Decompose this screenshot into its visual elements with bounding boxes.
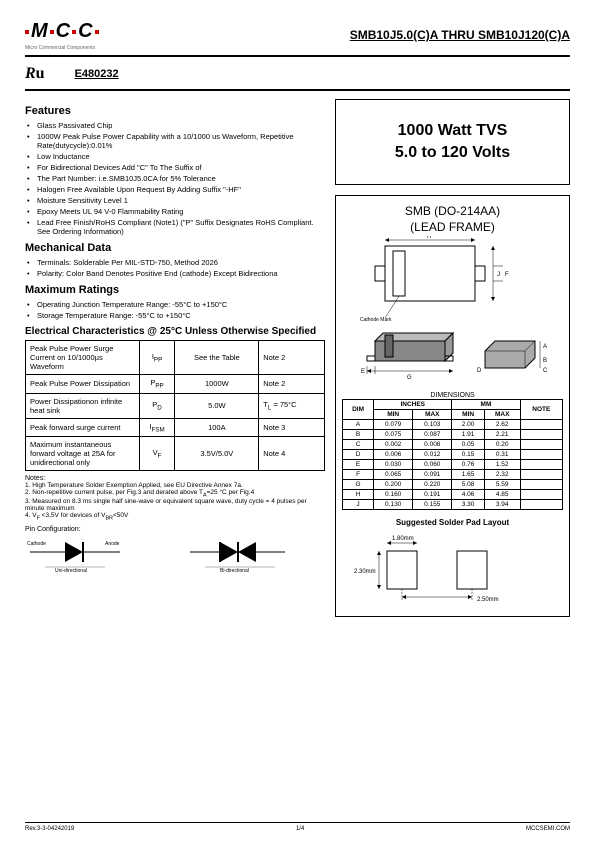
notes-title: Notes: bbox=[25, 475, 325, 482]
pin-config-diagram: Cathode Anode Uni-directional Bi-directi… bbox=[25, 537, 325, 577]
svg-text:G: G bbox=[407, 375, 412, 381]
table-row: E0.0300.0600.761.52 bbox=[343, 460, 563, 470]
table-row: Maximum instantaneous forward voltage at… bbox=[26, 437, 325, 471]
package-box: SMB (DO-214AA) (LEAD FRAME) H J F bbox=[335, 195, 570, 617]
svg-text:H: H bbox=[427, 236, 431, 240]
right-column: 1000 Watt TVS 5.0 to 120 Volts SMB (DO-2… bbox=[335, 99, 570, 617]
list-item: For Bidirectional Devices Add "C" To The… bbox=[37, 163, 325, 172]
pkg-title2: (LEAD FRAME) bbox=[342, 220, 563, 234]
table-row: Peak forward surge currentIFSM100ANote 3 bbox=[26, 418, 325, 437]
hero-line1: 1000 Watt TVS bbox=[346, 122, 559, 140]
svg-text:D: D bbox=[477, 368, 482, 374]
hero-box: 1000 Watt TVS 5.0 to 120 Volts bbox=[335, 99, 570, 185]
table-row: G0.2000.2205.085.59 bbox=[343, 480, 563, 490]
table-row: J0.1300.1553.303.94 bbox=[343, 500, 563, 510]
footer: Rev.3-3-04242019 1/4 MCCSEMI.COM bbox=[25, 822, 570, 832]
characteristics-table: Peak Pulse Power Surge Current on 10/100… bbox=[25, 340, 325, 471]
list-item: Low Inductance bbox=[37, 152, 325, 161]
list-item: Polarity: Color Band Denotes Positive En… bbox=[37, 269, 325, 278]
mech-title: Mechanical Data bbox=[25, 242, 325, 254]
note-item: 3. Measured on 8.3 ms single half sine-w… bbox=[25, 498, 325, 512]
footer-rev: Rev.3-3-04242019 bbox=[25, 826, 74, 832]
svg-text:1.80mm: 1.80mm bbox=[392, 536, 414, 542]
svg-text:J: J bbox=[497, 272, 500, 278]
mcc-logo: M C C bbox=[25, 20, 99, 43]
svg-text:F: F bbox=[505, 272, 509, 278]
table-row: Power Dissipationon infinite heat sinkPD… bbox=[26, 393, 325, 418]
pin-config-label: Pin Configuration: bbox=[25, 526, 325, 533]
note-item: 2. Non-repetitive current pulse, per Fig… bbox=[25, 489, 325, 498]
list-item: Moisture Sensitivity Level 1 bbox=[37, 196, 325, 205]
solder-pad-drawing: 1.80mm 2.30mm 2.50mm bbox=[342, 531, 537, 606]
max-title: Maximum Ratings bbox=[25, 284, 325, 296]
table-row: H0.1600.1914.064.85 bbox=[343, 490, 563, 500]
svg-text:Cathode Mark: Cathode Mark bbox=[360, 317, 392, 323]
list-item: 1000W Peak Pulse Power Capability with a… bbox=[37, 132, 325, 150]
svg-text:Uni-directional: Uni-directional bbox=[55, 568, 87, 574]
svg-text:Bi-directional: Bi-directional bbox=[220, 568, 249, 574]
svg-text:Anode: Anode bbox=[105, 541, 120, 547]
cert-number: E480232 bbox=[75, 68, 119, 80]
table-row: F0.0650.0911.652.32 bbox=[343, 470, 563, 480]
left-column: Features Glass Passivated Chip 1000W Peak… bbox=[25, 99, 325, 617]
features-list: Glass Passivated Chip 1000W Peak Pulse Po… bbox=[25, 121, 325, 236]
logo-block: M C C Micro Commercial Components bbox=[25, 20, 99, 51]
header-part-title: SMB10J5.0(C)A THRU SMB10J120(C)A bbox=[350, 28, 570, 42]
table-row: Peak Pulse Power DissipationPPP1000WNote… bbox=[26, 375, 325, 394]
svg-text:Cathode: Cathode bbox=[27, 541, 46, 547]
footer-site: MCCSEMI.COM bbox=[526, 826, 570, 832]
list-item: The Part Number: i.e.SMB10J5.0CA for 5% … bbox=[37, 174, 325, 183]
dimensions-table: DIMINCHESMMNOTE MINMAXMINMAXA0.0790.1032… bbox=[342, 399, 563, 510]
list-item: Operating Junction Temperature Range: -5… bbox=[37, 300, 325, 309]
svg-text:E: E bbox=[361, 369, 365, 375]
dimensions-title: DIMENSIONS bbox=[342, 392, 563, 399]
list-item: Halogen Free Available Upon Request By A… bbox=[37, 185, 325, 194]
list-item: Terminals: Solderable Per MIL-STD-750, M… bbox=[37, 258, 325, 267]
list-item: Lead Free Finish/RoHS Compliant (Note1) … bbox=[37, 218, 325, 236]
list-item: Epoxy Meets UL 94 V-0 Flammability Ratin… bbox=[37, 207, 325, 216]
header: M C C Micro Commercial Components SMB10J… bbox=[25, 20, 570, 57]
note-item: 4. VF <3.5V for devices of VBR<50V bbox=[25, 512, 325, 521]
elec-title: Electrical Characteristics @ 25°C Unless… bbox=[25, 326, 325, 337]
package-drawing: H J F Cathode Mark bbox=[342, 236, 563, 386]
features-title: Features bbox=[25, 105, 325, 117]
svg-text:2.50mm: 2.50mm bbox=[477, 597, 499, 603]
table-row: C0.0020.0080.050.20 bbox=[343, 440, 563, 450]
svg-text:A: A bbox=[543, 344, 547, 350]
max-list: Operating Junction Temperature Range: -5… bbox=[25, 300, 325, 320]
table-row: D0.0060.0120.150.31 bbox=[343, 450, 563, 460]
table-row: Peak Pulse Power Surge Current on 10/100… bbox=[26, 341, 325, 375]
list-item: Storage Temperature Range: -55°C to +150… bbox=[37, 311, 325, 320]
cert-row: Ru E480232 bbox=[25, 65, 570, 91]
note-item: 1. High Temperature Solder Exemption App… bbox=[25, 482, 325, 489]
svg-text:B: B bbox=[543, 358, 547, 364]
table-row: A0.0790.1032.002.62 bbox=[343, 420, 563, 430]
pkg-title1: SMB (DO-214AA) bbox=[342, 204, 563, 218]
ul-mark-icon: Ru bbox=[25, 65, 45, 83]
mech-list: Terminals: Solderable Per MIL-STD-750, M… bbox=[25, 258, 325, 278]
solder-title: Suggested Solder Pad Layout bbox=[342, 518, 563, 527]
logo-subtitle: Micro Commercial Components bbox=[25, 45, 99, 51]
svg-text:C: C bbox=[543, 368, 548, 374]
list-item: Glass Passivated Chip bbox=[37, 121, 325, 130]
table-row: B0.0750.0871.912.21 bbox=[343, 430, 563, 440]
footer-page: 1/4 bbox=[296, 826, 304, 832]
hero-line2: 5.0 to 120 Volts bbox=[346, 144, 559, 162]
notes-block: Notes: 1. High Temperature Solder Exempt… bbox=[25, 475, 325, 522]
svg-text:2.30mm: 2.30mm bbox=[354, 569, 376, 575]
